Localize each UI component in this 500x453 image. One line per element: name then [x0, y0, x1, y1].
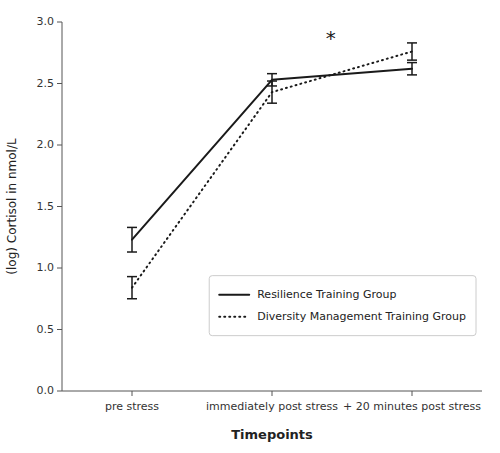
y-tick-label: 2.5 [37, 77, 55, 90]
error-bar-cap [407, 42, 417, 44]
legend-swatch [219, 294, 249, 296]
y-tick-label: 2.0 [37, 138, 55, 151]
error-bar-stem [131, 227, 133, 252]
chart-container: 0.0 0.5 1.0 1.5 2.0 2.5 3.0 pre stress immediate… [0, 0, 500, 453]
series-line [132, 52, 412, 288]
x-tick-label: pre stress [105, 400, 159, 413]
y-tick-label: 3.0 [37, 15, 55, 28]
error-bar [267, 81, 277, 103]
error-bar-cap [127, 227, 137, 229]
y-tick-label: 0.5 [37, 323, 55, 336]
legend-box [209, 276, 476, 336]
y-tick [57, 145, 62, 146]
error-bar-cap [267, 73, 277, 75]
x-axis-label: Timepoints [231, 427, 313, 442]
error-bar-stem [131, 277, 133, 299]
error-bar [407, 43, 417, 60]
error-bar [407, 63, 417, 75]
error-bar-cap [127, 276, 137, 278]
error-bar-stem [271, 81, 273, 103]
y-tick [57, 268, 62, 269]
error-bar-cap [127, 298, 137, 300]
y-tick-label: 1.0 [37, 261, 55, 274]
legend: Resilience Training Group Diversity Manag… [209, 276, 476, 336]
series-line [132, 69, 412, 240]
x-tick [132, 391, 133, 396]
chart: 0.0 0.5 1.0 1.5 2.0 2.5 3.0 pre stress immediate… [0, 0, 500, 453]
error-bar [127, 227, 137, 252]
plot-area [127, 43, 417, 299]
y-axis-label: (log) Cortisol in nmol/L [5, 138, 19, 275]
y-tick [57, 391, 62, 392]
y-tick [57, 22, 62, 23]
error-bar-cap [267, 80, 277, 82]
y-tick [57, 329, 62, 330]
y-tick-label: 0.0 [37, 384, 55, 397]
x-axis [62, 391, 482, 392]
annotation: * [326, 26, 336, 50]
error-bar-cap [407, 62, 417, 64]
x-tick [412, 391, 413, 396]
error-bar-stem [411, 43, 413, 60]
x-tick-label: immediately post stress [206, 400, 338, 413]
legend-swatch [219, 316, 249, 318]
legend-label: Resilience Training Group [257, 288, 396, 301]
error-bar-cap [127, 251, 137, 253]
x-tick [272, 391, 273, 396]
x-tick-label: + 20 minutes post stress [343, 400, 481, 413]
y-tick [57, 206, 62, 207]
error-bar-cap [407, 74, 417, 76]
error-bar [127, 277, 137, 299]
error-bar-cap [407, 59, 417, 61]
legend-label: Diversity Management Training Group [257, 310, 466, 323]
y-axis [62, 22, 63, 391]
error-bar-stem [411, 63, 413, 75]
y-tick-label: 1.5 [37, 200, 55, 213]
error-bar-cap [267, 102, 277, 104]
y-tick [57, 83, 62, 84]
